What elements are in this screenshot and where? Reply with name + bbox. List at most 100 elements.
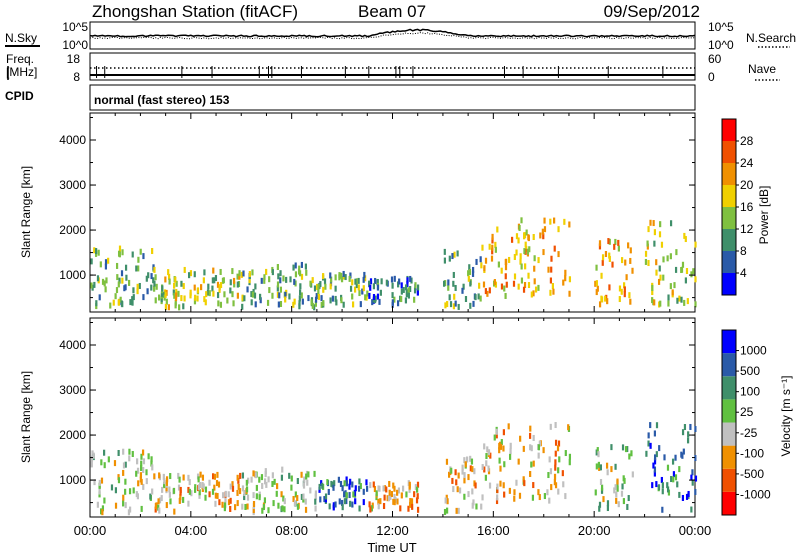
power-cell — [552, 288, 555, 295]
power-cell — [443, 280, 446, 287]
velocity-cell — [90, 461, 93, 468]
power-cell — [300, 273, 304, 280]
power-cell — [271, 269, 274, 276]
power-cell — [667, 300, 670, 307]
velocity-cell — [288, 472, 291, 479]
velocity-cell — [681, 429, 685, 436]
power-cell — [146, 288, 149, 295]
velocity-cell — [158, 497, 162, 504]
power-cell — [366, 290, 369, 297]
time-tick-label: 12:00 — [376, 523, 409, 538]
power-cell — [447, 279, 450, 286]
power-cell — [254, 301, 257, 308]
velocity-colorbar-tick-label: -100 — [740, 446, 764, 460]
power-cell — [117, 299, 120, 306]
power-cell — [368, 280, 371, 287]
power-cell — [391, 292, 394, 299]
velocity-cell — [549, 468, 553, 475]
velocity-cell — [282, 495, 285, 502]
power-cell — [520, 217, 523, 224]
velocity-cell — [652, 462, 655, 469]
velocity-cell — [221, 501, 224, 508]
power-cell — [371, 299, 374, 306]
power-cell — [658, 265, 661, 272]
velocity-cell — [273, 478, 276, 485]
velocity-cell — [627, 495, 630, 502]
velocity-cell — [153, 473, 156, 480]
velocity-cell — [597, 461, 600, 468]
velocity-cell — [690, 506, 693, 513]
power-cell — [316, 283, 319, 290]
power-cell — [673, 282, 676, 289]
cpid-text: normal (fast stereo) 153 — [94, 93, 230, 107]
velocity-cell — [163, 482, 166, 489]
power-cell — [309, 280, 312, 287]
velocity-cell — [469, 455, 472, 462]
velocity-cell — [323, 496, 326, 503]
velocity-cell — [456, 486, 459, 493]
velocity-cell — [241, 485, 245, 492]
velocity-cell — [561, 470, 564, 477]
power-cell — [490, 255, 494, 262]
power-cell — [655, 259, 658, 266]
velocity-cell — [530, 461, 533, 468]
velocity-cell — [142, 466, 145, 473]
velocity-cell — [254, 472, 257, 479]
power-cell — [681, 261, 685, 268]
power-cell — [416, 284, 420, 291]
velocity-cell — [90, 455, 94, 462]
power-cell — [121, 277, 124, 284]
velocity-cell — [495, 428, 498, 435]
power-cell — [629, 298, 632, 305]
power-cell — [692, 268, 695, 275]
velocity-cell — [392, 498, 395, 505]
power-cell — [541, 228, 544, 235]
velocity-cell — [396, 498, 399, 505]
power-cell — [542, 249, 545, 256]
power-cell — [644, 258, 648, 265]
power-cell — [284, 296, 287, 303]
velocity-cell — [370, 505, 373, 512]
velocity-cell — [173, 508, 176, 515]
velocity-cell — [620, 490, 624, 497]
noise-sky-trace — [89, 28, 696, 38]
power-cell — [194, 294, 197, 301]
power-cell — [165, 298, 168, 305]
velocity-ylabel: Slant Range [km] — [19, 371, 33, 463]
velocity-cell — [473, 468, 476, 475]
freq-left-tick-top: 18 — [67, 52, 81, 66]
power-cell — [393, 275, 396, 282]
power-cell — [153, 280, 156, 287]
power-cell — [361, 288, 364, 295]
velocity-cell — [694, 455, 697, 462]
velocity-cell — [264, 478, 267, 485]
power-cell — [294, 271, 298, 278]
power-cell — [118, 277, 121, 284]
power-cell — [137, 256, 140, 263]
power-ytick-label: 3000 — [59, 178, 86, 192]
velocity-cell — [467, 474, 470, 481]
velocity-cell — [128, 506, 132, 513]
velocity-cell — [454, 469, 457, 476]
velocity-cell — [194, 484, 197, 491]
velocity-cell — [201, 481, 204, 488]
velocity-cell — [255, 484, 258, 491]
velocity-cell — [602, 496, 605, 503]
velocity-cell — [330, 480, 333, 487]
power-cell — [173, 292, 176, 299]
power-cell — [136, 283, 139, 290]
velocity-cell — [558, 456, 561, 463]
power-cell — [365, 294, 368, 301]
power-colorbar-swatch — [722, 273, 736, 295]
time-tick-label: 00:00 — [74, 523, 107, 538]
power-cell — [452, 303, 456, 310]
power-cell — [653, 240, 656, 247]
velocity-cell — [674, 474, 678, 481]
power-cell — [406, 281, 409, 288]
velocity-cell — [93, 479, 96, 486]
power-cell — [649, 219, 652, 226]
velocity-cell — [550, 484, 553, 491]
velocity-cell — [547, 472, 550, 479]
velocity-ytick-label: 3000 — [59, 383, 86, 397]
velocity-cell — [600, 484, 604, 491]
